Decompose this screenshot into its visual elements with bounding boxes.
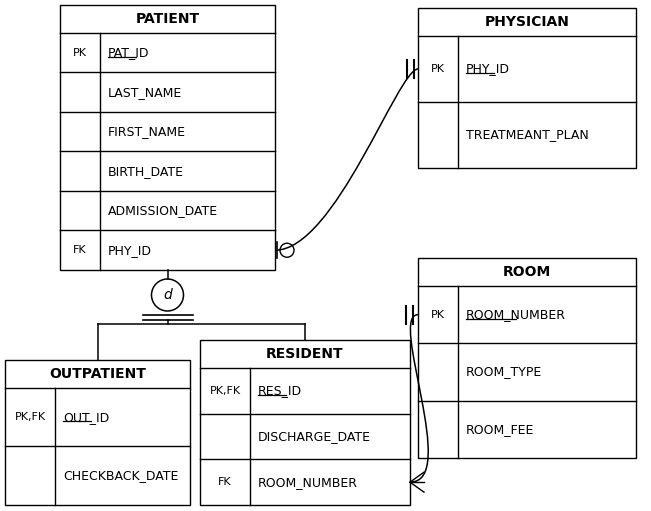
Text: PK,FK: PK,FK: [210, 386, 241, 396]
Text: PHY_ID: PHY_ID: [108, 244, 152, 257]
Bar: [60, 5, 275, 270]
Text: LAST_NAME: LAST_NAME: [108, 86, 182, 99]
Bar: [418, 258, 636, 458]
Text: PATIENT: PATIENT: [135, 12, 200, 26]
Text: PHY_ID: PHY_ID: [466, 62, 510, 76]
Text: FIRST_NAME: FIRST_NAME: [108, 125, 186, 138]
Text: FK: FK: [218, 477, 232, 487]
Text: PK: PK: [431, 64, 445, 74]
Text: ADMISSION_DATE: ADMISSION_DATE: [108, 204, 218, 217]
Text: PK: PK: [73, 48, 87, 58]
Text: RES_ID: RES_ID: [258, 384, 302, 398]
Text: OUT_ID: OUT_ID: [63, 411, 109, 424]
Text: TREATMEANT_PLAN: TREATMEANT_PLAN: [466, 128, 589, 142]
Text: RESIDENT: RESIDENT: [266, 347, 344, 361]
Text: PAT_ID: PAT_ID: [108, 47, 150, 59]
Bar: [418, 8, 636, 168]
Bar: [200, 340, 410, 505]
Text: ROOM_FEE: ROOM_FEE: [466, 423, 534, 436]
Text: ROOM: ROOM: [503, 265, 551, 279]
Text: PK,FK: PK,FK: [14, 412, 46, 422]
Text: DISCHARGE_DATE: DISCHARGE_DATE: [258, 430, 371, 443]
Text: ROOM_NUMBER: ROOM_NUMBER: [466, 308, 566, 321]
Text: BIRTH_DATE: BIRTH_DATE: [108, 165, 184, 178]
Text: ROOM_NUMBER: ROOM_NUMBER: [258, 476, 358, 489]
Text: PHYSICIAN: PHYSICIAN: [484, 15, 570, 29]
Text: d: d: [163, 288, 172, 302]
Text: OUTPATIENT: OUTPATIENT: [49, 367, 146, 381]
Bar: [5, 360, 190, 505]
Text: ROOM_TYPE: ROOM_TYPE: [466, 365, 542, 379]
Text: CHECKBACK_DATE: CHECKBACK_DATE: [63, 469, 178, 482]
Text: PK: PK: [431, 310, 445, 320]
Text: FK: FK: [73, 245, 87, 256]
